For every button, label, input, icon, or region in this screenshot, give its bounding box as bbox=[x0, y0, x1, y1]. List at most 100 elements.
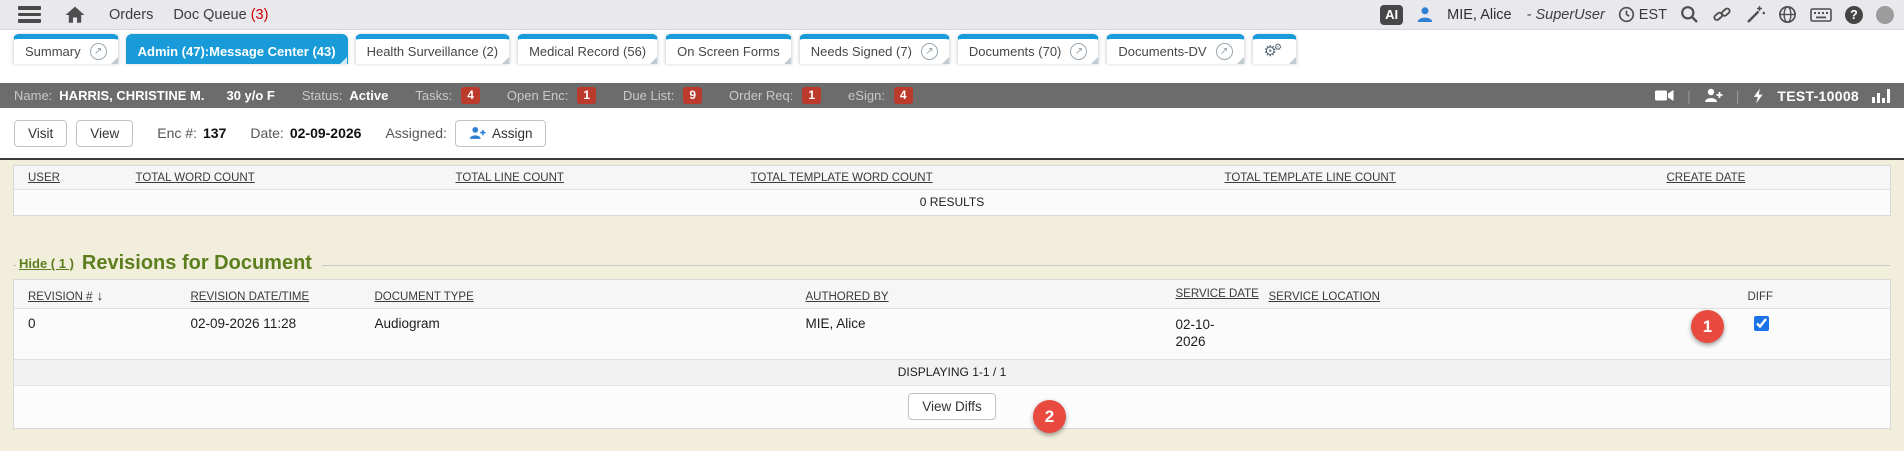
tab-on-screen-forms[interactable]: On Screen Forms bbox=[665, 34, 792, 64]
order-req-badge[interactable]: 1 bbox=[802, 87, 822, 104]
lightning-bolt-icon[interactable] bbox=[1752, 88, 1764, 104]
order-req-label: Order Req: bbox=[729, 88, 794, 103]
encounter-toolbar: Visit View Enc #: 137 Date: 02-09-2026 A… bbox=[0, 108, 1904, 160]
revision-row: 0 02-09-2026 11:28 Audiogram MIE, Alice … bbox=[13, 307, 1891, 360]
view-button[interactable]: View bbox=[76, 119, 134, 147]
wand-icon[interactable] bbox=[1745, 5, 1765, 24]
due-list-badge[interactable]: 9 bbox=[683, 87, 703, 104]
col-header-total-line-count[interactable]: TOTAL LINE COUNT bbox=[455, 165, 751, 190]
empty-results-text: 0 RESULTS bbox=[13, 189, 1891, 216]
menu-orders[interactable]: Orders bbox=[109, 6, 154, 23]
add-user-icon bbox=[469, 126, 486, 140]
popout-icon[interactable]: ↗ bbox=[920, 43, 938, 60]
revisions-table: REVISION # ↓ REVISION DATE/TIME DOCUMENT … bbox=[13, 279, 1891, 429]
help-icon[interactable]: ? bbox=[1845, 5, 1863, 24]
patient-name: HARRIS, CHRISTINE M. bbox=[59, 88, 205, 103]
paging-row: DISPLAYING 1-1 / 1 bbox=[13, 358, 1891, 386]
enc-label: Enc #: bbox=[157, 125, 197, 141]
menu-doc-queue[interactable]: Doc Queue (3) bbox=[173, 6, 269, 23]
annotation-step-2: 2 bbox=[1033, 400, 1066, 433]
date-label: Date: bbox=[250, 125, 284, 141]
status-value: Active bbox=[349, 88, 389, 103]
clock-icon bbox=[1618, 6, 1635, 23]
col-header-service-location[interactable]: SERVICE LOCATION bbox=[1268, 279, 1748, 309]
tasks-badge[interactable]: 4 bbox=[461, 87, 480, 104]
name-label: Name: bbox=[14, 88, 53, 103]
esign-badge[interactable]: 4 bbox=[893, 87, 913, 104]
doc-queue-count: (3) bbox=[250, 6, 269, 23]
col-header-create-date[interactable]: CREATE DATE bbox=[1666, 165, 1891, 190]
view-diffs-row: View Diffs bbox=[13, 384, 1891, 429]
word-count-table: USER TOTAL WORD COUNT TOTAL LINE COUNT T… bbox=[13, 165, 1891, 216]
enc-value: 137 bbox=[203, 125, 227, 141]
assign-button[interactable]: Assign bbox=[454, 119, 547, 147]
content-area: USER TOTAL WORD COUNT TOTAL LINE COUNT T… bbox=[0, 160, 1904, 451]
hide-revisions-link[interactable]: Hide ( 1 ) bbox=[19, 256, 74, 271]
document-type-cell: Audiogram bbox=[374, 307, 806, 360]
col-header-authored-by[interactable]: AUTHORED BY bbox=[805, 279, 1176, 309]
service-date-cell: 02-10-2026 bbox=[1175, 307, 1269, 360]
col-header-revision-number[interactable]: REVISION # ↓ bbox=[13, 279, 191, 309]
col-header-user[interactable]: USER bbox=[13, 165, 136, 190]
view-diffs-button[interactable]: View Diffs bbox=[908, 392, 996, 420]
ai-badge[interactable]: AI bbox=[1380, 4, 1404, 25]
tab-summary[interactable]: Summary ↗ bbox=[13, 34, 119, 64]
tasks-label: Tasks: bbox=[415, 88, 453, 103]
profile-circle-icon[interactable] bbox=[1876, 5, 1894, 24]
popout-icon[interactable]: ↗ bbox=[1215, 43, 1233, 60]
video-camera-icon[interactable] bbox=[1655, 89, 1674, 102]
visit-button[interactable]: Visit bbox=[14, 119, 68, 147]
annotation-step-1: 1 bbox=[1691, 310, 1724, 343]
authored-by-cell: MIE, Alice bbox=[805, 307, 1176, 360]
patient-age-sex: 30 y/o F bbox=[226, 88, 275, 103]
patient-banner: Name: HARRIS, CHRISTINE M. 30 y/o F Stat… bbox=[0, 83, 1904, 108]
col-header-total-template-word-count[interactable]: TOTAL TEMPLATE WORD COUNT bbox=[750, 165, 1225, 190]
empty-results-row: 0 RESULTS bbox=[13, 189, 1891, 216]
popout-icon[interactable]: ↗ bbox=[89, 43, 107, 60]
esign-label: eSign: bbox=[848, 88, 885, 103]
col-header-document-type[interactable]: DOCUMENT TYPE bbox=[374, 279, 806, 309]
revisions-section-header: Hide ( 1 ) Revisions for Document bbox=[13, 252, 1890, 275]
tab-admin-message-center[interactable]: Admin (47):Message Center (43) bbox=[125, 34, 348, 64]
gears-icon: ⚙⚙ bbox=[1263, 41, 1283, 60]
col-header-revision-datetime[interactable]: REVISION DATE/TIME bbox=[190, 279, 375, 309]
paging-text: DISPLAYING 1-1 / 1 bbox=[13, 358, 1891, 386]
due-list-label: Due List: bbox=[623, 88, 675, 103]
top-bar: Orders Doc Queue (3) AI MIE, Alice - Sup… bbox=[0, 0, 1904, 30]
bar-chart-icon[interactable] bbox=[1872, 88, 1890, 103]
revision-datetime-cell: 02-09-2026 11:28 bbox=[190, 307, 375, 360]
diff-cell bbox=[1747, 307, 1891, 360]
tab-needs-signed[interactable]: Needs Signed (7) ↗ bbox=[798, 34, 950, 64]
search-icon[interactable] bbox=[1680, 5, 1699, 24]
assigned-label: Assigned: bbox=[385, 125, 447, 141]
chart-id[interactable]: TEST-10008 bbox=[1777, 87, 1859, 104]
tab-documents-dv[interactable]: Documents-DV ↗ bbox=[1106, 34, 1245, 64]
tab-documents[interactable]: Documents (70) ↗ bbox=[956, 34, 1100, 64]
home-icon[interactable] bbox=[65, 6, 85, 24]
open-enc-label: Open Enc: bbox=[506, 88, 569, 103]
tab-health-surveillance[interactable]: Health Surveillance (2) bbox=[354, 34, 511, 64]
hamburger-menu-icon[interactable] bbox=[18, 6, 41, 23]
diff-checkbox[interactable] bbox=[1753, 315, 1769, 331]
revisions-title: Revisions for Document bbox=[81, 252, 312, 274]
user-name[interactable]: MIE, Alice bbox=[1447, 6, 1512, 23]
tab-medical-record[interactable]: Medical Record (56) bbox=[517, 34, 659, 64]
col-header-total-template-line-count[interactable]: TOTAL TEMPLATE LINE COUNT bbox=[1224, 165, 1667, 190]
user-icon bbox=[1416, 6, 1434, 23]
timezone[interactable]: EST bbox=[1618, 6, 1667, 23]
col-header-service-date[interactable]: SERVICE DATE bbox=[1175, 279, 1269, 309]
date-value: 02-09-2026 bbox=[289, 125, 362, 141]
tab-settings[interactable]: ⚙⚙ bbox=[1251, 34, 1298, 64]
keyboard-icon[interactable] bbox=[1810, 7, 1832, 23]
section-divider bbox=[321, 265, 1890, 266]
service-location-cell bbox=[1268, 307, 1748, 360]
add-user-icon[interactable] bbox=[1704, 88, 1723, 103]
sort-descending-icon[interactable]: ↓ bbox=[96, 287, 104, 303]
col-header-diff: DIFF bbox=[1747, 279, 1891, 309]
open-enc-badge[interactable]: 1 bbox=[577, 87, 597, 104]
col-header-total-word-count[interactable]: TOTAL WORD COUNT bbox=[135, 165, 456, 190]
globe-icon[interactable] bbox=[1778, 5, 1797, 24]
link-icon[interactable] bbox=[1712, 5, 1732, 24]
popout-icon[interactable]: ↗ bbox=[1070, 43, 1088, 60]
chart-tab-bar: Summary ↗ Admin (47):Message Center (43)… bbox=[0, 31, 1904, 83]
